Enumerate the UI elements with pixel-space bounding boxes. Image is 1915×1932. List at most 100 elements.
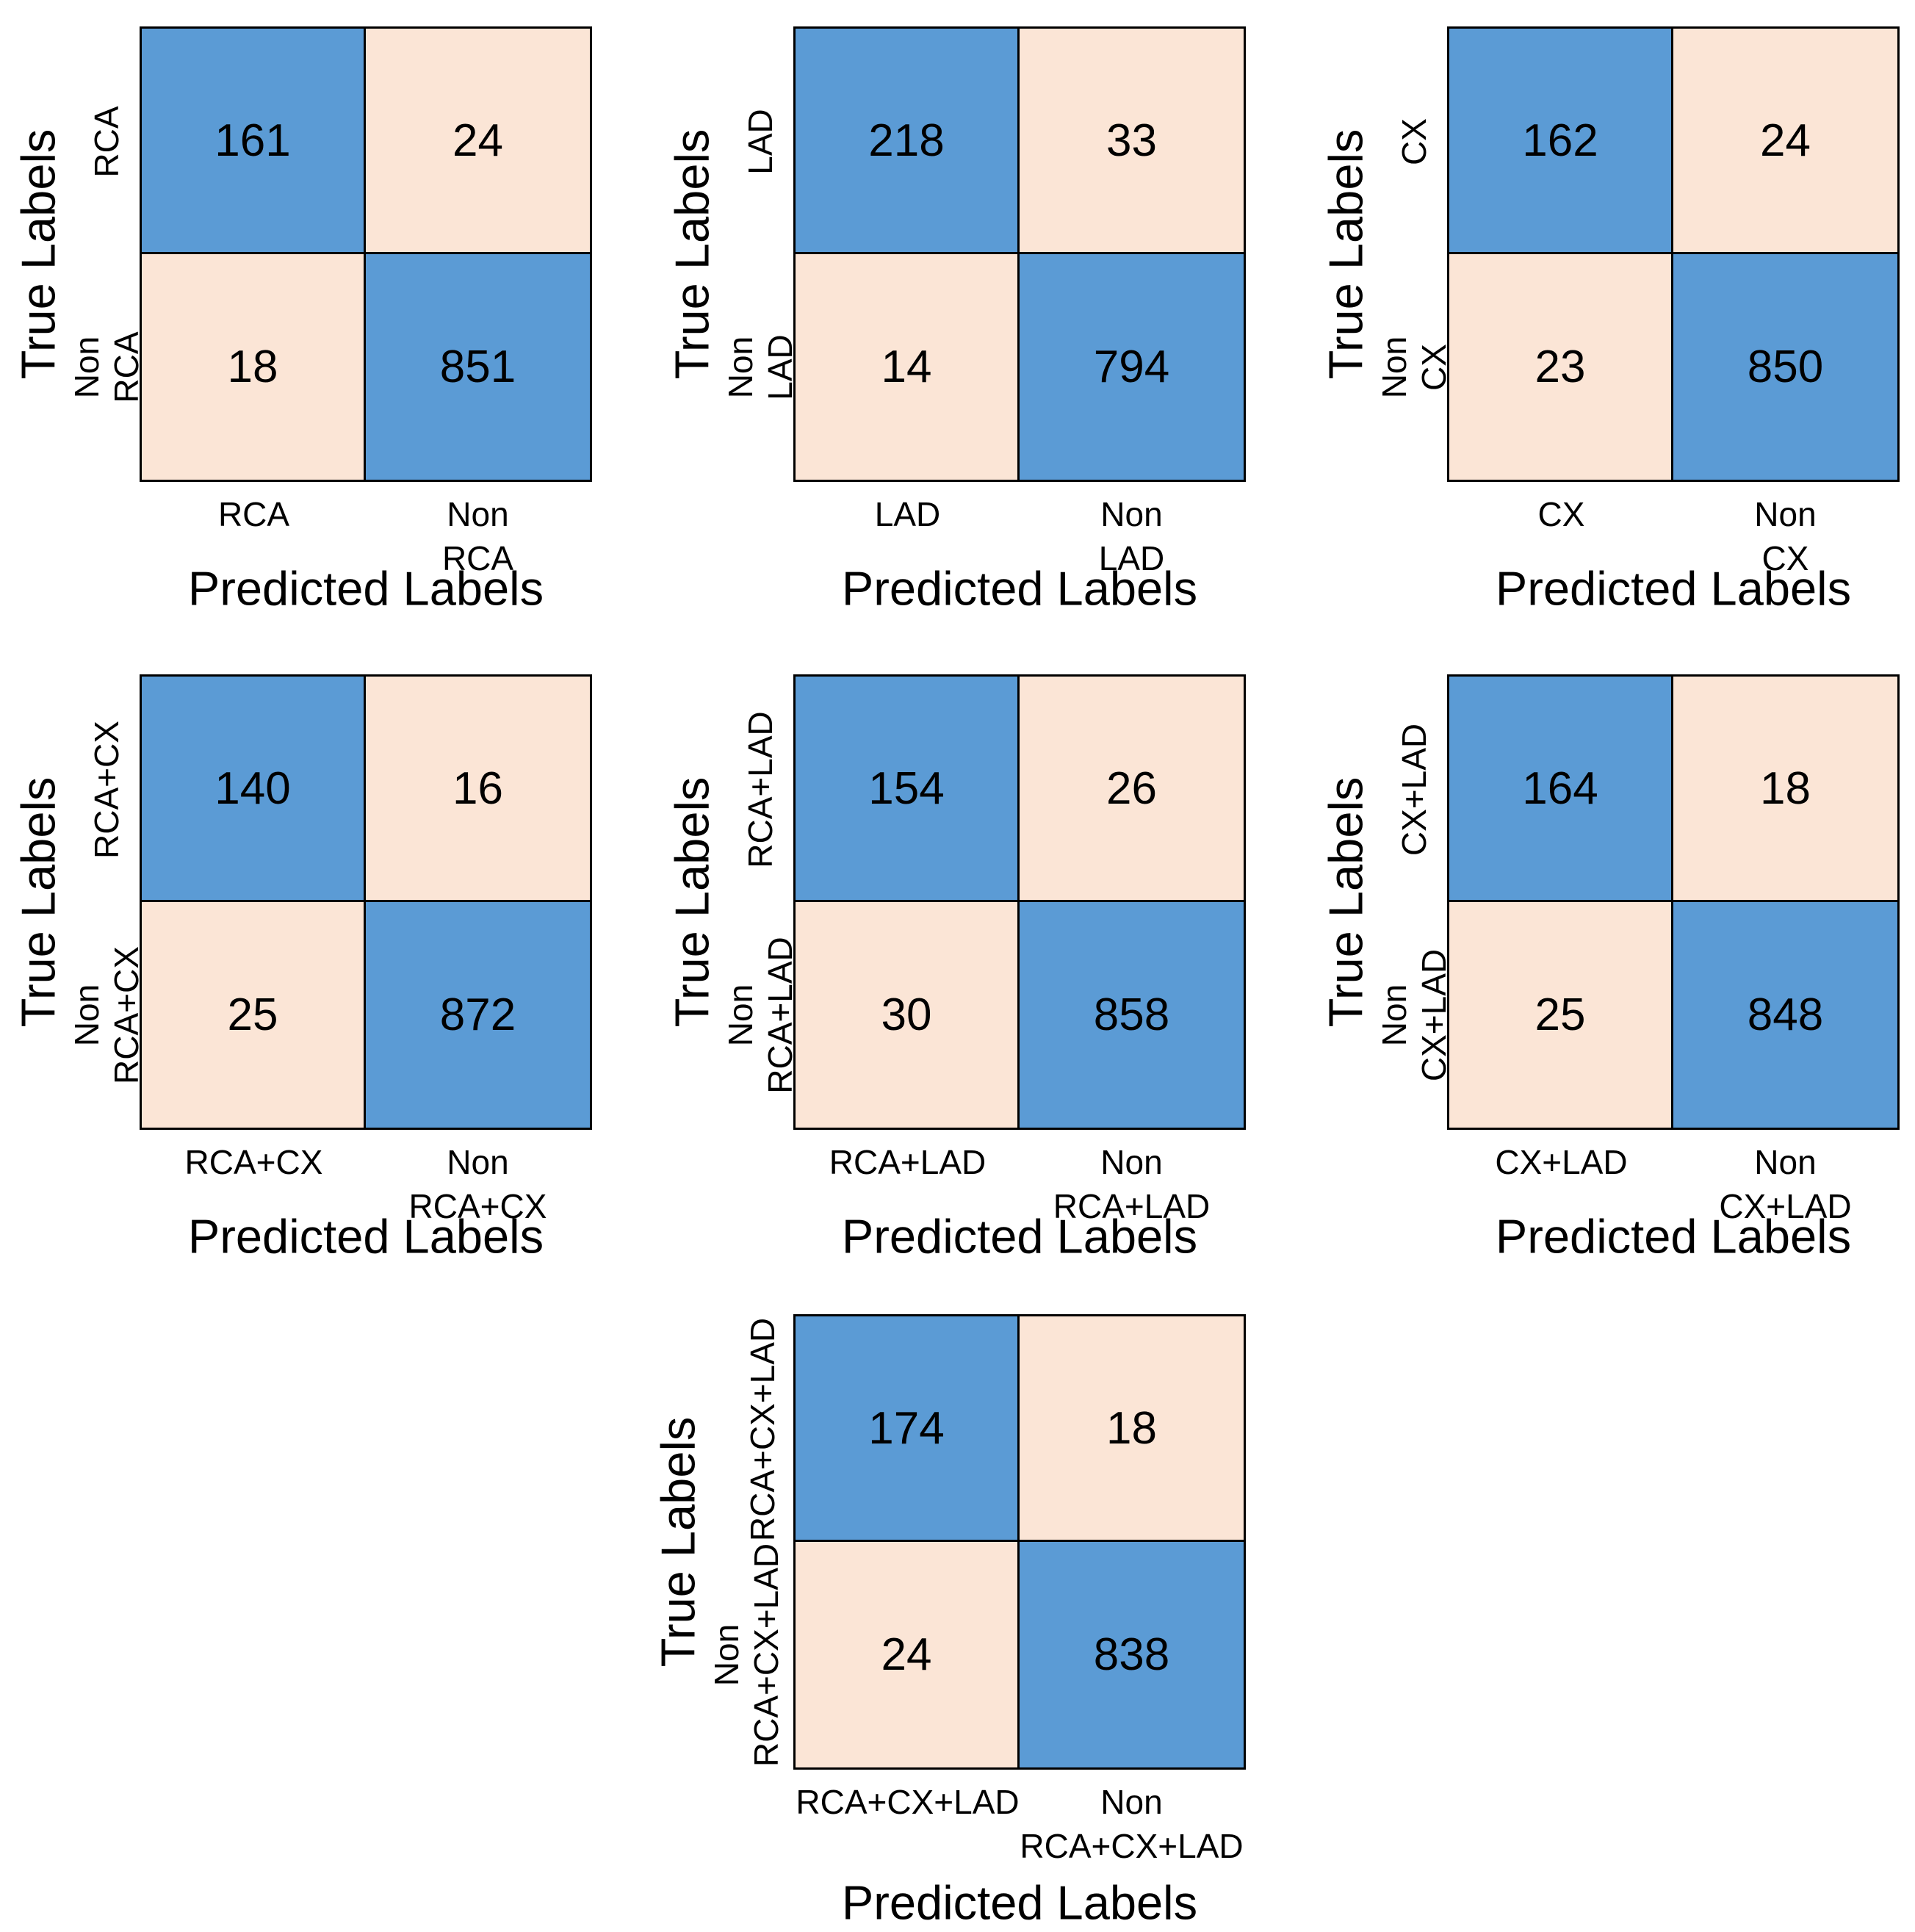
x-tick-label: Non CX+LAD [1719, 1143, 1852, 1225]
x-tick-label: CX+LAD [1495, 1143, 1628, 1181]
x-tick-label: RCA+CX+LAD [796, 1783, 1020, 1821]
y-axis-title: True Labels [11, 776, 65, 1028]
y-axis-title: True Labels [665, 129, 719, 380]
x-tick-label: LAD [874, 495, 941, 533]
matrix-cell: 16 [366, 677, 590, 902]
y-tick-label: RCA+CX [87, 720, 126, 859]
matrix-cell: 850 [1673, 254, 1897, 480]
y-axis-title: True Labels [1319, 776, 1373, 1028]
y-tick-label: RCA [87, 105, 126, 178]
y-tick-label: Non LAD [721, 334, 799, 400]
matrix-cell: 140 [142, 677, 366, 902]
heatmap-rca-lad: 154 26 30 858 [793, 674, 1246, 1130]
y-axis-title: True Labels [651, 1416, 705, 1668]
x-tick-label: Non RCA+CX [408, 1143, 547, 1225]
cell-value: 161 [214, 115, 291, 166]
cell-value: 14 [881, 342, 932, 392]
cell-value: 33 [1106, 115, 1157, 166]
x-axis-title: Predicted Labels [187, 561, 544, 616]
heatmap-cx-lad: 164 18 25 848 [1447, 674, 1900, 1130]
x-tick-label: Non LAD [1098, 495, 1165, 577]
matrix-cell: 25 [1449, 902, 1673, 1128]
cell-value: 851 [439, 342, 516, 392]
cell-value: 16 [452, 763, 503, 814]
matrix-cell: 218 [796, 29, 1020, 254]
matrix-cell: 794 [1020, 254, 1244, 480]
matrix-cell: 161 [142, 29, 366, 254]
matrix-cell: 25 [142, 902, 366, 1128]
y-axis-title: True Labels [11, 129, 65, 380]
heatmap-rca-cx: 140 16 25 872 [140, 674, 592, 1130]
cell-value: 24 [881, 1629, 932, 1680]
x-tick-label: Non RCA [441, 495, 514, 577]
cell-value: 18 [227, 342, 278, 392]
cell-value: 25 [1534, 990, 1586, 1040]
y-axis-title: True Labels [665, 776, 719, 1028]
y-tick-label: Non CX+LAD [1375, 948, 1453, 1081]
cell-value: 26 [1106, 763, 1157, 814]
cell-value: 140 [214, 763, 291, 814]
cell-value: 858 [1093, 990, 1170, 1040]
cell-value: 24 [1760, 115, 1811, 166]
cell-value: 838 [1093, 1629, 1170, 1680]
cell-value: 174 [868, 1402, 945, 1454]
x-tick-label: Non RCA+CX+LAD [1020, 1783, 1244, 1865]
cell-value: 18 [1106, 1402, 1157, 1454]
heatmap-rca-cx-lad: 174 18 24 838 [793, 1314, 1246, 1770]
y-tick-label: CX [1395, 118, 1433, 165]
x-axis-title: Predicted Labels [841, 1209, 1198, 1264]
heatmap-cx: 162 24 23 850 [1447, 26, 1900, 482]
matrix-cell: 24 [366, 29, 590, 254]
cell-value: 848 [1747, 990, 1824, 1040]
matrix-cell: 26 [1020, 677, 1244, 902]
cell-value: 154 [868, 763, 945, 814]
matrix-cell: 18 [1020, 1316, 1244, 1542]
heatmap-rca: 161 24 18 851 [140, 26, 592, 482]
cell-value: 30 [881, 990, 932, 1040]
cell-value: 24 [452, 115, 503, 166]
matrix-cell: 30 [796, 902, 1020, 1128]
y-tick-label: CX+LAD [1395, 723, 1433, 856]
cell-value: 850 [1747, 342, 1824, 392]
x-tick-label: CX [1537, 495, 1585, 533]
y-axis-title: True Labels [1319, 129, 1373, 380]
x-tick-label: Non RCA+LAD [1053, 1143, 1211, 1225]
x-axis-title: Predicted Labels [187, 1209, 544, 1264]
matrix-cell: 23 [1449, 254, 1673, 480]
x-tick-label: RCA+LAD [829, 1143, 987, 1181]
y-tick-label: RCA+LAD [741, 710, 779, 868]
y-tick-label: Non RCA [68, 331, 145, 403]
cell-value: 25 [227, 990, 278, 1040]
matrix-cell: 24 [1673, 29, 1897, 254]
matrix-cell: 858 [1020, 902, 1244, 1128]
y-tick-label: Non CX [1375, 336, 1453, 398]
matrix-cell: 162 [1449, 29, 1673, 254]
matrix-cell: 851 [366, 254, 590, 480]
x-axis-title: Predicted Labels [841, 561, 1198, 616]
matrix-cell: 164 [1449, 677, 1673, 902]
matrix-cell: 14 [796, 254, 1020, 480]
x-tick-label: Non CX [1754, 495, 1817, 577]
matrix-cell: 154 [796, 677, 1020, 902]
matrix-cell: 18 [1673, 677, 1897, 902]
cell-value: 23 [1534, 342, 1586, 392]
cell-value: 218 [868, 115, 945, 166]
cell-value: 794 [1093, 342, 1170, 392]
y-tick-label: LAD [741, 108, 779, 175]
x-axis-title: Predicted Labels [1495, 1209, 1852, 1264]
y-tick-label: RCA+CX+LAD [743, 1317, 782, 1541]
matrix-cell: 18 [142, 254, 366, 480]
cell-value: 162 [1522, 115, 1598, 166]
x-tick-label: RCA+CX [184, 1143, 323, 1181]
heatmap-lad: 218 33 14 794 [793, 26, 1246, 482]
matrix-cell: 33 [1020, 29, 1244, 254]
x-axis-title: Predicted Labels [841, 1875, 1198, 1930]
cell-value: 872 [439, 990, 516, 1040]
matrix-cell: 174 [796, 1316, 1020, 1542]
y-tick-label: Non RCA+LAD [721, 936, 799, 1094]
x-tick-label: RCA [217, 495, 290, 533]
matrix-cell: 24 [796, 1542, 1020, 1767]
cell-value: 164 [1522, 763, 1598, 814]
x-axis-title: Predicted Labels [1495, 561, 1852, 616]
